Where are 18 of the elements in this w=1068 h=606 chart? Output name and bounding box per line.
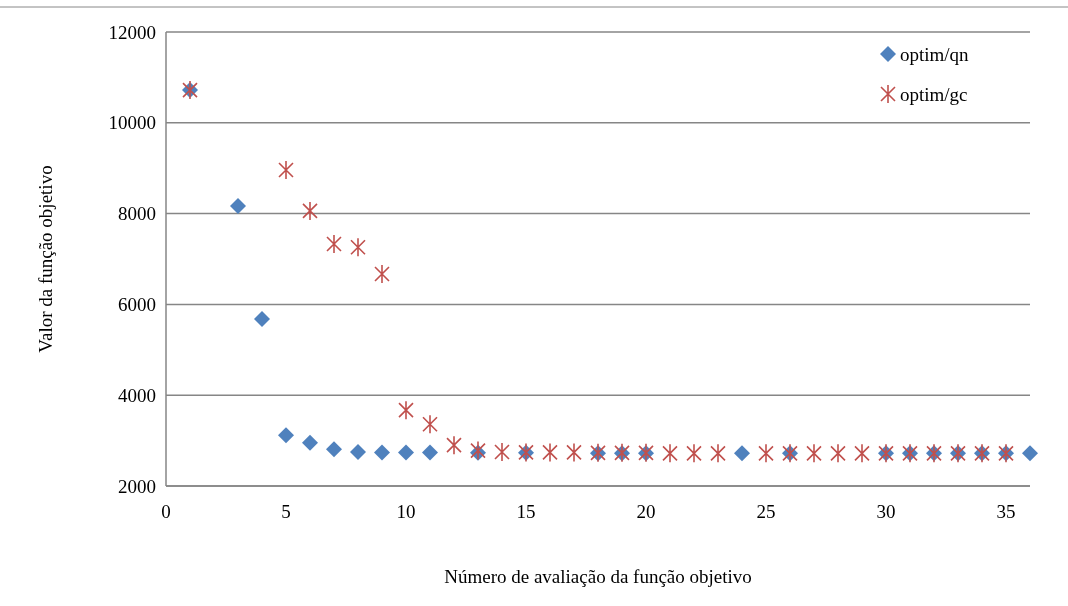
x-tick-label: 35 <box>996 501 1016 522</box>
x-tick-label: 15 <box>516 501 536 522</box>
y-tick-label: 2000 <box>118 475 156 497</box>
x-tick-label: 5 <box>281 501 291 522</box>
x-tick-label: 0 <box>161 501 171 522</box>
x-tick-label: 30 <box>876 501 896 522</box>
y-tick-label: 8000 <box>118 203 156 225</box>
legend-label: optim/gc <box>900 83 968 105</box>
y-tick-label: 10000 <box>108 112 156 134</box>
x-tick-label: 10 <box>396 501 416 522</box>
y-axis-title: Valor da função objetivo <box>35 165 56 353</box>
x-axis-title: Número de avaliação da função objetivo <box>444 566 752 587</box>
legend-label: optim/qn <box>900 43 970 65</box>
y-tick-label: 6000 <box>118 294 156 316</box>
y-tick-label: 12000 <box>108 21 156 43</box>
x-tick-label: 25 <box>756 501 776 522</box>
x-tick-label: 20 <box>636 501 656 522</box>
y-tick-label: 4000 <box>118 384 156 406</box>
